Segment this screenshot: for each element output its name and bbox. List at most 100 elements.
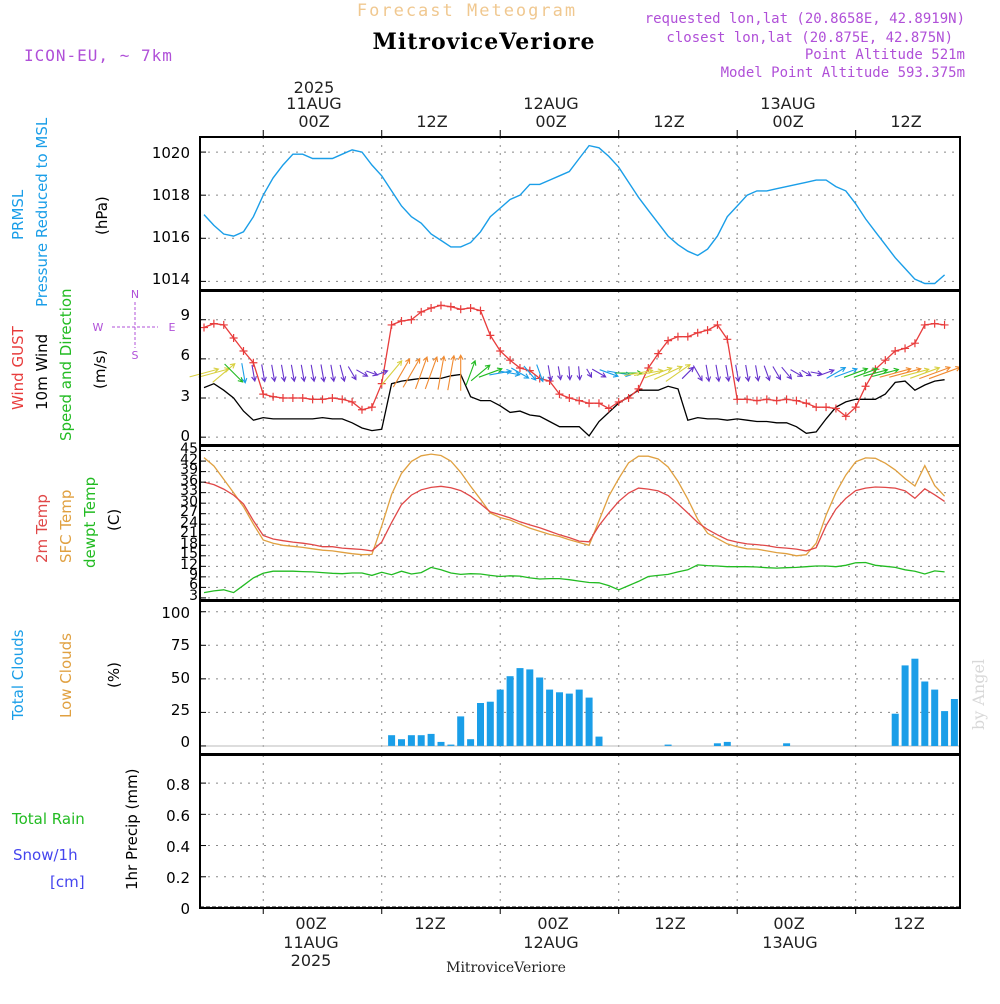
wind-arrow (654, 365, 683, 380)
gust-point (200, 323, 208, 332)
gust-point (476, 306, 485, 315)
gust-point (920, 320, 929, 329)
gust-point (555, 390, 564, 399)
top-date-2: 12AUG (523, 94, 578, 113)
precip-ytick: 0.2 (166, 869, 190, 887)
gust-point (733, 395, 742, 404)
cloud-bar (447, 744, 455, 746)
low-clouds-label: Low Clouds (57, 633, 75, 718)
pressure-label-1: PRMSL (9, 189, 27, 240)
wind-arrow (536, 364, 545, 383)
cloud-bar (516, 668, 524, 746)
gust-point (901, 344, 910, 353)
pressure-label-2: Pressure Reduced to MSL (33, 117, 51, 307)
precip-labels: Total Rain Snow/1h [cm] 1hr Precip (mm) (11, 769, 141, 891)
overtitle: Forecast Meteogram (357, 1, 577, 21)
cloud-ytick: 50 (171, 669, 190, 687)
temp-unit: (C) (105, 509, 123, 531)
wind-arrow (347, 366, 357, 381)
wind-arrow (754, 365, 761, 382)
gust-point (298, 394, 307, 403)
wind-arrow (928, 366, 962, 380)
gust-point (881, 356, 890, 365)
wind-arrow (547, 365, 554, 382)
bottom-year: 2025 (291, 951, 332, 970)
wind-arrow (763, 365, 771, 382)
bottom-tick-4: 12Z (654, 914, 685, 933)
cloud-bar (486, 701, 494, 746)
gust-point (585, 399, 594, 408)
cloud-bar (901, 665, 909, 746)
cloud-labels: Total Clouds Low Clouds (%) (9, 629, 123, 721)
cloud-ytick: 75 (171, 636, 190, 654)
wind-arrow (300, 364, 307, 383)
cloud-bar (723, 741, 731, 746)
wind-arrow (339, 364, 347, 383)
gust-point (575, 396, 584, 405)
model-label: ICON-EU, ~ 7km (24, 46, 173, 65)
wind-gust-label: Wind GUST (9, 325, 27, 410)
t2m-label: 2m Temp (33, 494, 51, 563)
wind-arrow (681, 366, 695, 380)
wind-arrow (900, 367, 930, 378)
wind-arrow (889, 367, 922, 378)
gust-point (703, 326, 712, 335)
t2m-line (203, 481, 945, 552)
cloud-bar (931, 689, 939, 746)
cloud-bar (556, 692, 563, 746)
gust-point (772, 396, 781, 405)
wind-arrow (224, 363, 244, 383)
wind-arrow (330, 364, 336, 383)
wind-ytick: 6 (180, 346, 190, 364)
gust-point (515, 364, 524, 372)
temp-ytick: 6 (189, 577, 198, 593)
wind-arrow (586, 368, 593, 379)
gust-point (782, 395, 791, 404)
marks-layer (189, 144, 962, 908)
precip-axis-label: 1hr Precip (mm) (123, 769, 141, 890)
gust-point (743, 395, 752, 404)
gust-point (693, 328, 702, 337)
gust-point (812, 403, 821, 412)
wind-arrow (735, 364, 741, 383)
gust-point (338, 395, 347, 404)
sfc-temp-line (203, 453, 946, 557)
rain-label: Total Rain (11, 810, 85, 828)
wind-arrow (843, 367, 869, 378)
gust-point (634, 384, 643, 393)
cloud-bar (941, 711, 949, 746)
wind-10m-label: 10m Wind (33, 334, 51, 410)
gust-point (278, 394, 287, 403)
top-time-axis: 2025 11AUG 12AUG 13AUG 00Z 12Z 00Z 12Z 0… (286, 78, 921, 131)
wind-arrow (599, 369, 620, 378)
cloud-bar (388, 735, 396, 746)
pressure-unit: (hPa) (93, 196, 111, 235)
bottom-date-3: 13AUG (762, 933, 817, 952)
wind-arrow (511, 367, 530, 379)
cloud-bar (536, 677, 544, 746)
gust-point (624, 394, 633, 403)
bottom-date-2: 12AUG (523, 933, 578, 952)
pressure-frame (199, 136, 961, 291)
cloud-bar (664, 744, 672, 746)
precip-ytick: 0.4 (166, 838, 190, 856)
grid-layer (200, 137, 960, 909)
gust-point (506, 356, 515, 365)
wind-arrow (576, 366, 583, 381)
cloud-bar (417, 735, 425, 746)
gust-point (357, 405, 366, 414)
top-date-3: 13AUG (760, 94, 815, 113)
cloud-bar (585, 697, 593, 746)
top-tick-4: 12Z (653, 112, 684, 131)
compass-rose: N S W E (93, 288, 176, 362)
wind-arrow (725, 364, 731, 383)
gust-point (861, 382, 870, 391)
wind-arrow (261, 364, 267, 383)
gust-point (841, 412, 850, 421)
compass-e: E (169, 321, 176, 334)
cloud-bar (565, 693, 573, 746)
gust-point (466, 303, 475, 312)
bottom-tick-3: 00Z (537, 914, 568, 933)
wind-arrow (478, 367, 503, 378)
pressure-labels: PRMSL Pressure Reduced to MSL (hPa) (9, 117, 111, 307)
